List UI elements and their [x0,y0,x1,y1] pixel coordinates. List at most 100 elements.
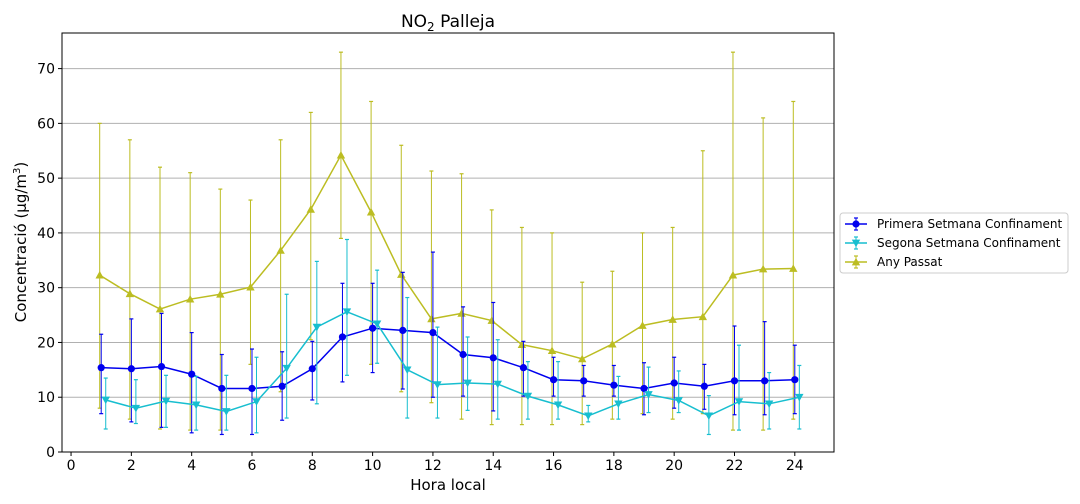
data-point [161,397,171,406]
x-tick-label: 0 [67,458,76,474]
data-point [584,412,593,421]
x-tick-label: 14 [484,458,502,474]
y-tick-label: 10 [37,390,55,406]
series-line [101,327,795,390]
x-tick-label: 10 [364,458,382,474]
data-point [640,384,648,393]
data-point [549,376,558,384]
data-point [644,391,653,399]
data-point [734,398,744,406]
series-group [95,51,804,436]
data-point [795,393,804,402]
data-point [218,384,226,393]
data-point [517,340,527,349]
data-point [278,382,286,390]
data-point [493,380,502,389]
series-1 [101,238,804,436]
data-point [185,294,195,303]
y-tick-label: 0 [46,445,55,461]
data-point [489,354,497,362]
legend-marker [851,239,861,248]
x-tick-label: 18 [605,458,623,474]
x-tick-label: 16 [545,458,563,474]
data-point [758,264,768,273]
data-point [728,270,738,279]
x-tick-label: 2 [127,458,136,474]
y-tick-label: 60 [37,116,55,132]
data-point [366,207,376,216]
data-point [155,304,165,313]
data-point [487,316,496,324]
data-point [789,264,798,272]
data-point [248,384,256,393]
legend-label: Any Passat [877,255,943,269]
y-tick-label: 30 [37,281,55,297]
y-tick-label: 50 [37,171,55,187]
data-point [125,289,135,298]
data-point [670,379,678,387]
legend-label: Primera Setmana Confinament [877,217,1063,231]
data-point [276,246,285,254]
data-point [614,400,623,409]
y-tick-label: 20 [37,335,55,351]
data-point [638,321,647,329]
legend-label: Segona Setmana Confinament [877,236,1061,250]
data-point [397,270,406,278]
data-point [97,364,105,372]
data-point [730,377,739,385]
data-point [764,400,774,409]
x-tick-label: 12 [424,458,442,474]
data-point [252,398,261,406]
y-axis-label: Concentració (μg/m3) [12,162,30,323]
data-point [433,381,442,389]
data-point [216,290,225,298]
data-point [698,312,708,321]
data-point [127,365,135,373]
data-point [131,404,141,413]
x-axis-label: Hora local [410,476,486,494]
data-point [668,315,677,323]
legend-marker [851,257,861,266]
y-tick-label: 40 [37,226,55,242]
grid-lines [62,68,834,398]
data-point [372,320,382,329]
data-point [222,408,231,416]
data-point [308,365,316,373]
data-point [463,379,472,388]
data-point [700,382,708,390]
data-point [429,328,437,337]
data-point [577,354,587,363]
chart-title: NO2 Palleja [401,12,495,34]
data-point [191,401,201,410]
x-tick-label: 4 [187,458,196,474]
series-2 [95,51,798,431]
data-point [608,339,617,348]
x-tick-label: 20 [665,458,683,474]
legend: Primera Setmana Confinament Segona Setman… [839,212,1069,274]
data-point [336,150,346,159]
x-tick-label: 22 [726,458,744,474]
data-point [246,282,255,291]
series-line [99,153,794,360]
legend-frame [839,212,1069,274]
data-point [369,324,377,332]
data-point [523,392,533,401]
data-point [338,333,347,341]
y-tick-label: 70 [37,62,55,78]
y-axis-ticks: 0 10 20 30 40 50 60 70 [37,62,62,461]
data-point [403,366,412,375]
legend-marker [852,220,860,228]
data-point [547,346,557,355]
data-point [342,308,352,316]
x-tick-label: 24 [786,458,804,474]
data-point [457,309,466,317]
data-point [761,377,769,385]
data-point [459,350,467,359]
data-point [306,205,315,213]
data-point [427,314,436,323]
data-point [157,362,166,371]
x-axis-ticks: 0 2 4 6 8 10 12 14 16 18 20 22 24 [67,452,804,474]
data-point [553,401,563,410]
series-0 [97,251,799,436]
